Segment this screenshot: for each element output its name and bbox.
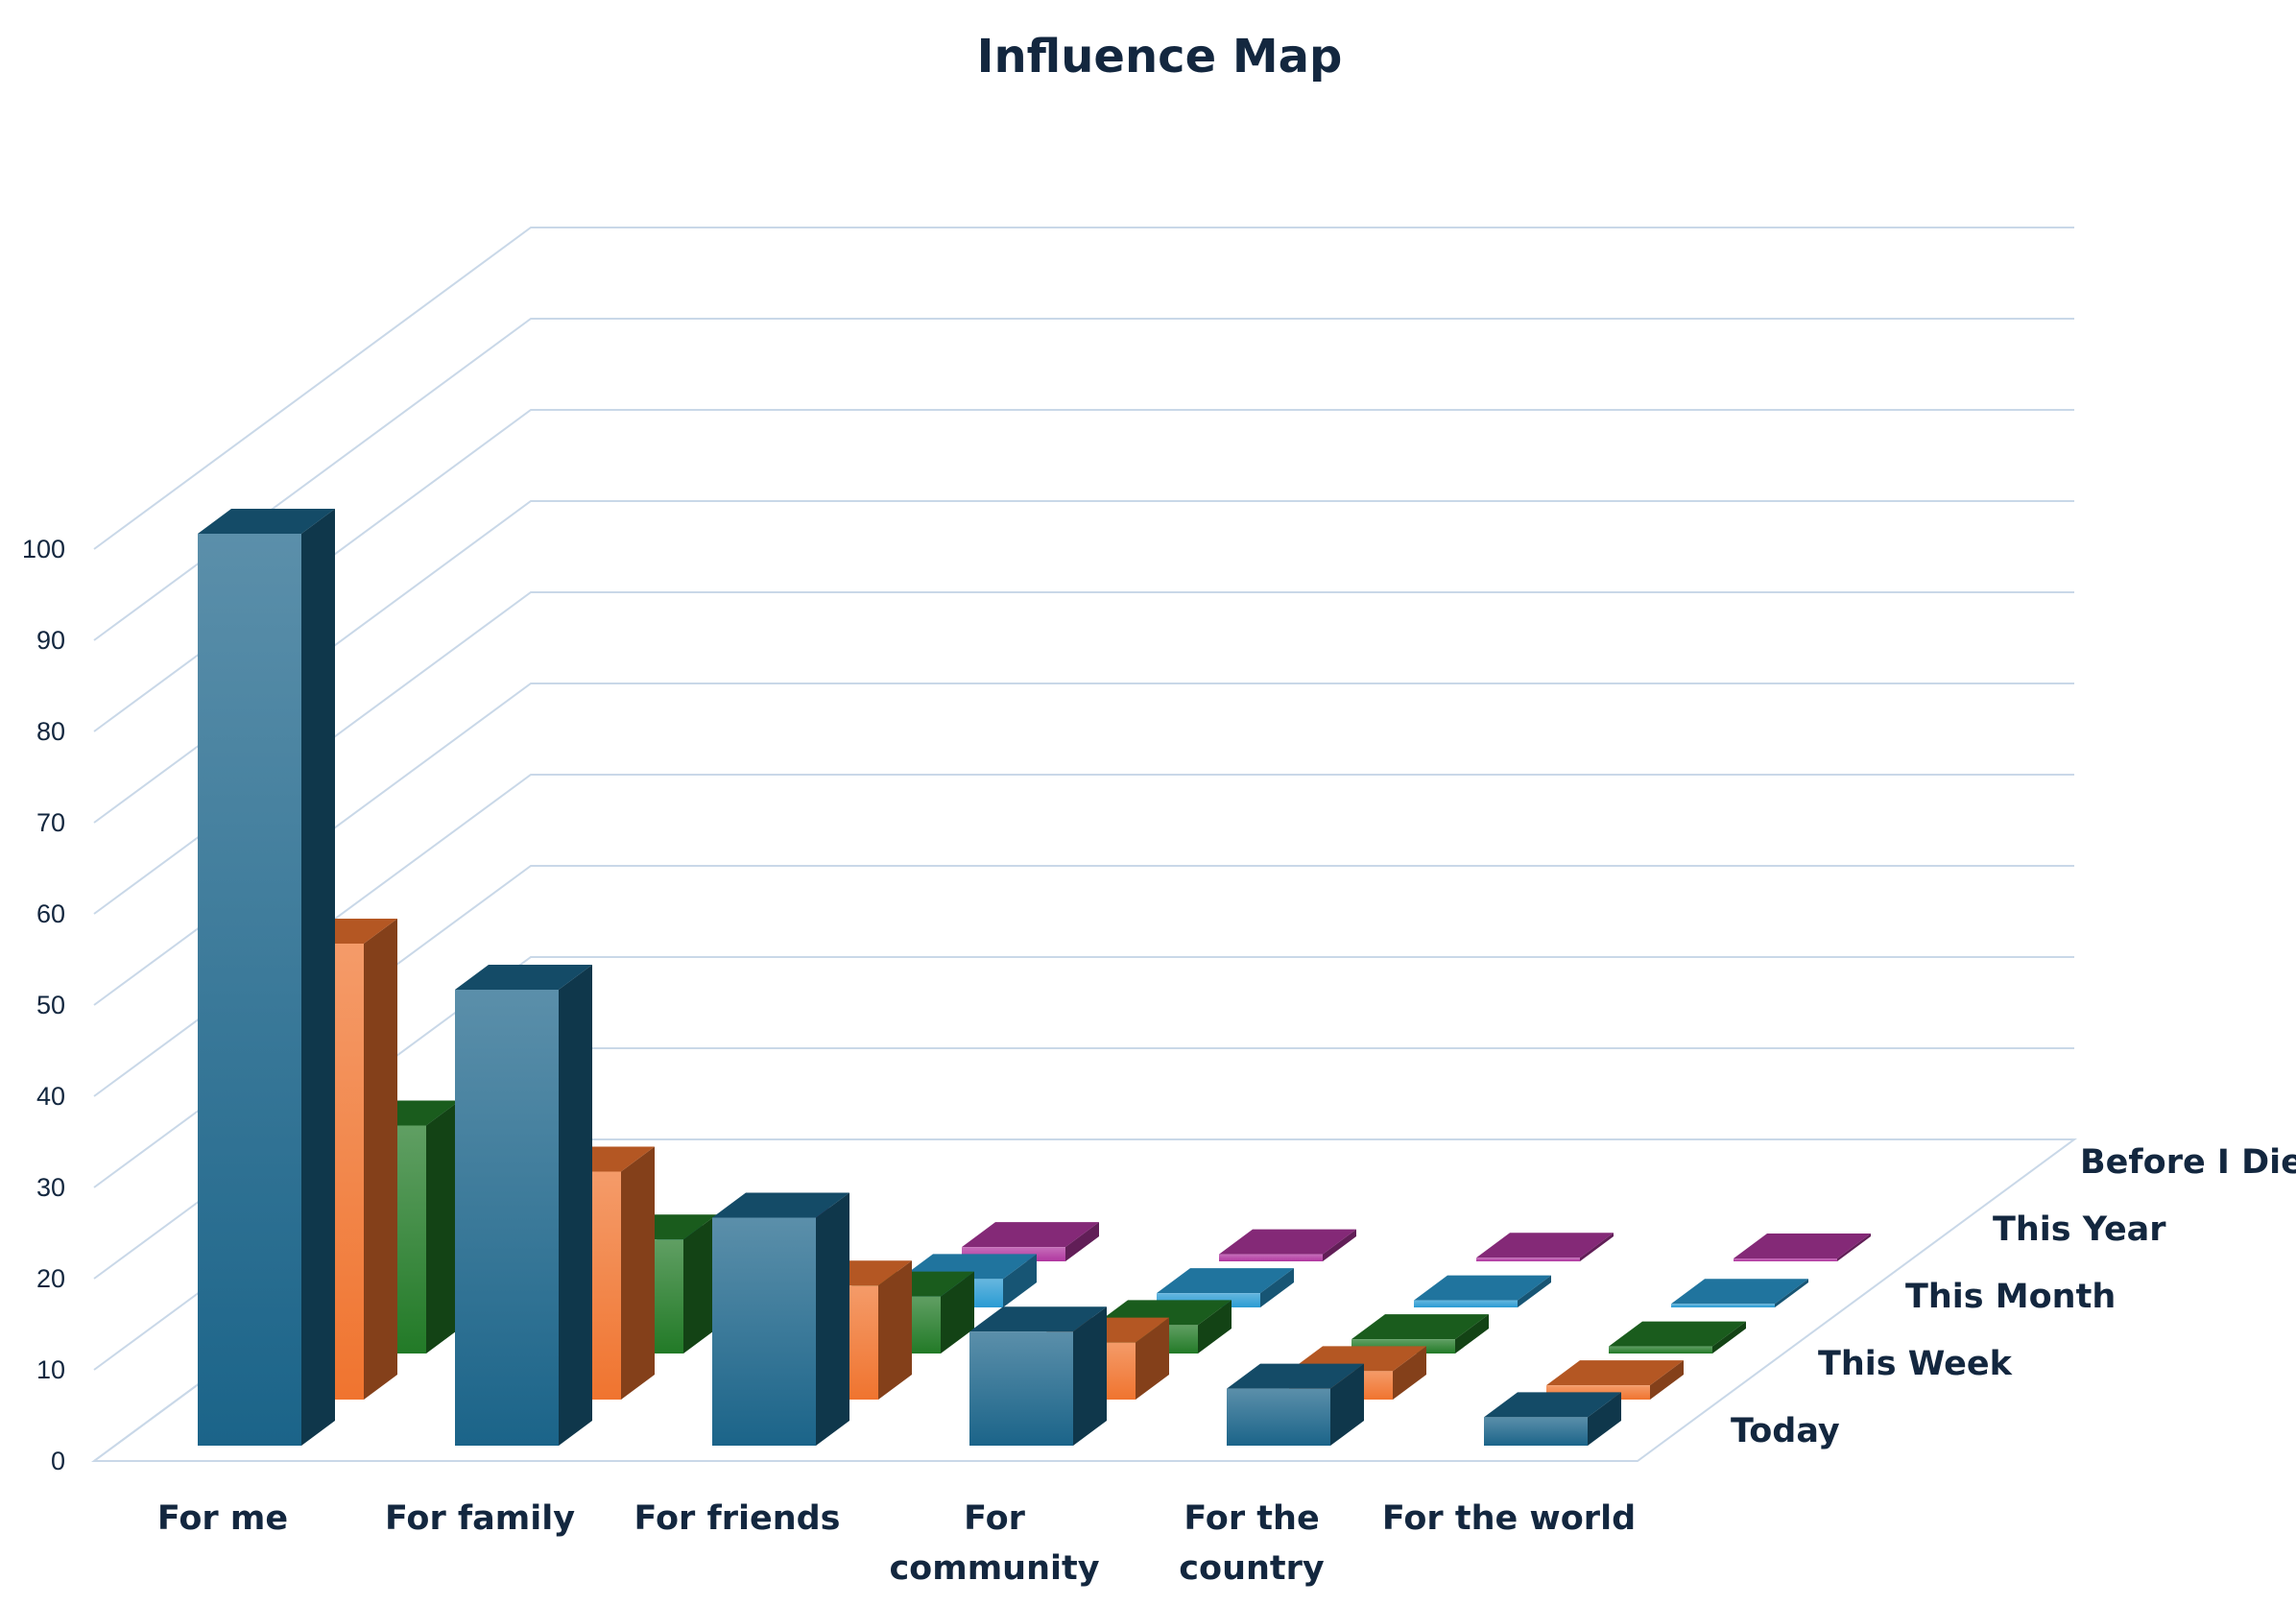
bar-top — [962, 1222, 1099, 1248]
bar-today-for-family — [455, 965, 592, 1446]
bar-side — [1580, 1233, 1614, 1261]
series-label-this-week: This Week — [1818, 1345, 2013, 1383]
chart-title: Influence Map — [977, 30, 1343, 84]
bar-top — [1219, 1229, 1356, 1255]
bar-side — [1003, 1254, 1037, 1307]
bar-side — [1136, 1317, 1169, 1400]
bar-side — [683, 1214, 717, 1353]
bar-top — [198, 509, 335, 534]
series-label-this-month: This Month — [1905, 1278, 2116, 1316]
series-label-before-i-die: Before I Die — [2080, 1143, 2296, 1182]
chart-bars — [198, 509, 1871, 1446]
y-tick-label-60: 60 — [36, 899, 65, 928]
y-tick-label-50: 50 — [36, 991, 65, 1019]
bar-top — [1609, 1321, 1746, 1347]
bar-top — [1157, 1268, 1294, 1294]
bar-top — [969, 1306, 1107, 1332]
x-tick-label-for-community: For community — [889, 1499, 1099, 1588]
x-tick-label-for-me: For me — [157, 1499, 288, 1538]
bar-today-for-community — [969, 1306, 1107, 1446]
bar-side — [1330, 1363, 1364, 1446]
bar-front — [1227, 1388, 1330, 1446]
bar-side — [1455, 1314, 1489, 1353]
bar-side — [1712, 1321, 1746, 1353]
bar-front — [455, 990, 559, 1446]
bar-side — [621, 1146, 655, 1400]
bar-side — [1260, 1268, 1294, 1307]
bar-side — [1393, 1346, 1426, 1400]
bar-before-i-die-for-community — [1219, 1229, 1356, 1261]
x-tick-label-for-the-world: For the world — [1382, 1499, 1636, 1538]
bar-top — [1227, 1363, 1364, 1389]
bar-side — [878, 1260, 912, 1400]
bar-today-for-friends — [712, 1192, 849, 1446]
bar-top — [1476, 1233, 1614, 1258]
y-axis-tick-labels: 0 10 20 30 40 50 60 70 80 90 100 — [22, 535, 65, 1475]
series-label-this-year: This Year — [1993, 1210, 2166, 1249]
x-tick-label-for-family: For family — [385, 1499, 575, 1538]
bar-side — [1323, 1229, 1356, 1261]
bar-front — [1414, 1300, 1518, 1307]
y-tick-label-20: 20 — [36, 1264, 65, 1293]
bar-side — [941, 1271, 974, 1353]
bar-top — [1414, 1275, 1551, 1301]
bar-front — [1219, 1254, 1323, 1261]
bar-top — [1484, 1392, 1621, 1418]
bar-top — [455, 965, 592, 990]
x-tick-label-for-the-country: For the country — [1179, 1499, 1325, 1588]
y-tick-label-10: 10 — [36, 1355, 65, 1384]
bar-side — [426, 1100, 460, 1353]
bar-front — [1734, 1258, 1837, 1261]
bar-side — [301, 509, 335, 1446]
y-tick-label-80: 80 — [36, 717, 65, 746]
bar-side — [1073, 1306, 1107, 1446]
y-tick-label-70: 70 — [36, 808, 65, 837]
bar-side — [1837, 1234, 1871, 1261]
series-axis-labels: Today This Week This Month This Year Before … — [1731, 1143, 2296, 1450]
bar-side — [1198, 1300, 1232, 1353]
bar-before-i-die-for-the-country — [1476, 1233, 1614, 1261]
bar-today-for-the-country — [1227, 1363, 1364, 1446]
bar-front — [1671, 1304, 1775, 1307]
x-tick-label-for-friends: For friends — [634, 1499, 840, 1538]
bar-this-month-for-the-world — [1609, 1321, 1746, 1353]
bar-before-i-die-for-the-world — [1734, 1234, 1871, 1261]
bar-side — [1588, 1392, 1621, 1446]
y-tick-label-40: 40 — [36, 1082, 65, 1111]
bar-front — [969, 1331, 1073, 1446]
bar-this-year-for-the-world — [1671, 1279, 1808, 1307]
series-label-today: Today — [1731, 1412, 1840, 1450]
bar-side — [559, 965, 592, 1446]
bar-top — [1671, 1279, 1808, 1305]
bar-front — [1476, 1258, 1580, 1261]
bar-top — [1351, 1314, 1489, 1340]
bar-side — [364, 919, 397, 1400]
bar-front — [712, 1217, 816, 1446]
bar-front — [1484, 1417, 1588, 1446]
bar-front — [198, 534, 301, 1446]
bar-front — [1609, 1346, 1712, 1353]
gridline-100 — [93, 227, 2074, 550]
bar-side — [1065, 1222, 1099, 1261]
bar-today-for-me — [198, 509, 335, 1446]
bar-side — [1518, 1275, 1551, 1307]
y-tick-label-30: 30 — [36, 1173, 65, 1202]
bar-top — [1546, 1360, 1684, 1386]
y-tick-label-90: 90 — [36, 626, 65, 655]
bar-top — [712, 1192, 849, 1218]
bar-side — [1775, 1279, 1808, 1307]
y-tick-label-100: 100 — [22, 535, 65, 563]
bar-this-year-for-the-country — [1414, 1275, 1551, 1307]
bar-today-for-the-world — [1484, 1392, 1621, 1446]
x-axis-tick-labels: For me For family For friends For community F… — [157, 1499, 1636, 1588]
bar-side — [816, 1192, 849, 1446]
bar-top — [1734, 1234, 1871, 1258]
bar-side — [1650, 1360, 1684, 1400]
y-tick-label-0: 0 — [51, 1447, 65, 1475]
